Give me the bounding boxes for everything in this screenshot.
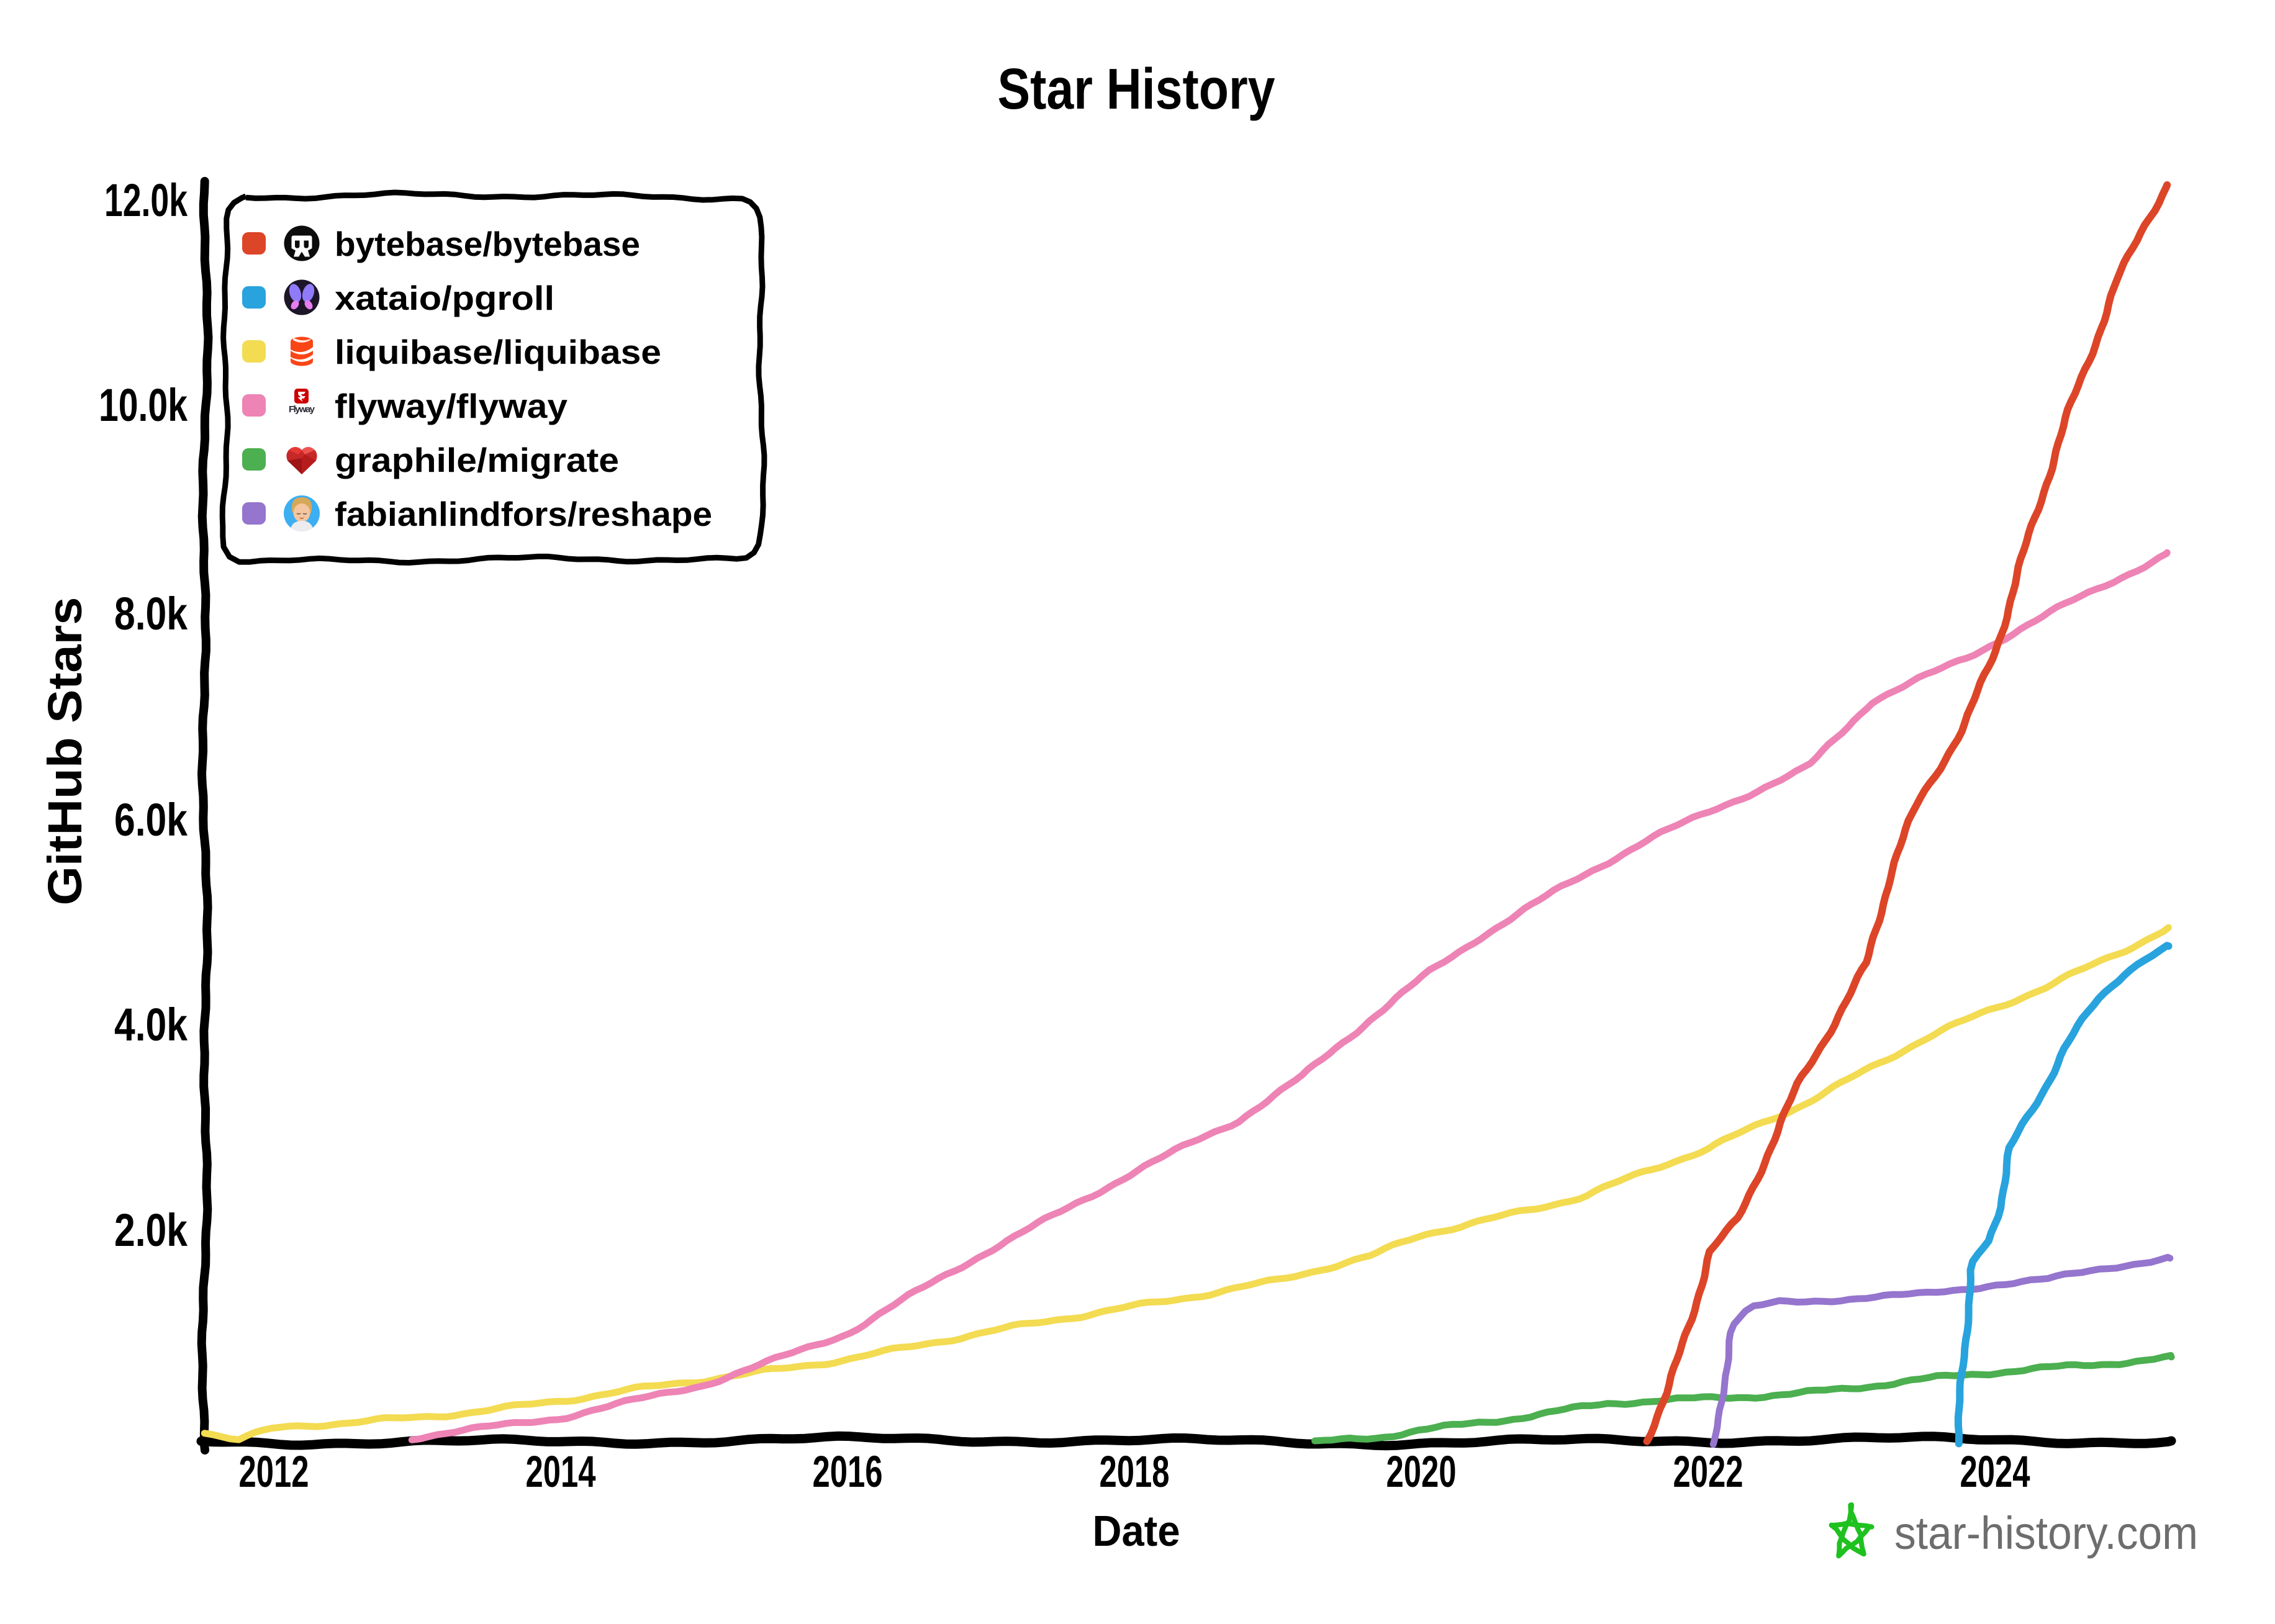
svg-text:4.0k: 4.0k bbox=[114, 999, 188, 1050]
svg-text:10.0k: 10.0k bbox=[99, 379, 188, 431]
svg-text:Date: Date bbox=[1093, 1507, 1180, 1555]
svg-text:2.0k: 2.0k bbox=[114, 1204, 188, 1256]
svg-text:2014: 2014 bbox=[526, 1448, 596, 1497]
svg-text:graphile/migrate: graphile/migrate bbox=[335, 441, 619, 479]
svg-text:12.0k: 12.0k bbox=[104, 174, 188, 226]
svg-text:xataio/pgroll: xataio/pgroll bbox=[335, 279, 554, 317]
svg-text:2024: 2024 bbox=[1960, 1448, 2030, 1497]
svg-text:GitHub Stars: GitHub Stars bbox=[38, 597, 92, 906]
svg-text:6.0k: 6.0k bbox=[114, 794, 188, 846]
svg-text:Flyway: Flyway bbox=[289, 404, 315, 415]
svg-text:2022: 2022 bbox=[1673, 1448, 1744, 1497]
svg-text:2018: 2018 bbox=[1100, 1448, 1170, 1497]
svg-text:liquibase/liquibase: liquibase/liquibase bbox=[335, 333, 661, 371]
svg-text:2020: 2020 bbox=[1386, 1448, 1457, 1497]
svg-text:fabianlindfors/reshape: fabianlindfors/reshape bbox=[335, 495, 712, 533]
svg-text:flyway/flyway: flyway/flyway bbox=[335, 387, 568, 425]
svg-text:2016: 2016 bbox=[813, 1448, 883, 1497]
svg-text:bytebase/bytebase: bytebase/bytebase bbox=[335, 225, 640, 263]
svg-text:Star History: Star History bbox=[998, 56, 1275, 121]
svg-text:8.0k: 8.0k bbox=[114, 588, 188, 639]
svg-text:2012: 2012 bbox=[239, 1448, 309, 1497]
svg-text:star-history.com: star-history.com bbox=[1894, 1507, 2198, 1559]
